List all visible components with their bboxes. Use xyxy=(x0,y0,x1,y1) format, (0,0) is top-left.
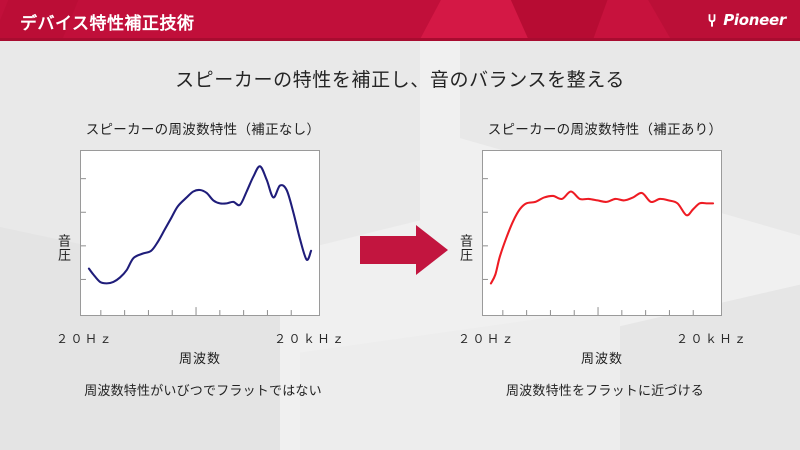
pioneer-logo: Pioneer xyxy=(707,11,786,29)
page-title: デバイス特性補正技術 xyxy=(20,14,195,33)
panel-note-right: 周波数特性をフラットに近づける xyxy=(505,383,704,398)
pioneer-wordmark: Pioneer xyxy=(723,11,786,29)
x-tick-min-left: ２０Ｈｚ xyxy=(56,332,115,346)
y-axis-ticks-right xyxy=(483,178,488,280)
panel-uncorrected: スピーカーの周波数特性（補正なし） 音圧 xyxy=(38,118,368,398)
x-axis-ticks-right xyxy=(502,307,694,315)
slide-subtitle: スピーカーの特性を補正し、音のバランスを整える xyxy=(175,70,625,91)
x-axis-label-right: 周波数 xyxy=(580,351,623,366)
pioneer-tuning-fork-icon xyxy=(708,13,716,27)
panel-note-left: 周波数特性がいびつでフラットではない xyxy=(84,383,322,398)
chart-uncorrected: 音圧 xyxy=(38,150,368,385)
chart-corrected: 音圧 xyxy=(440,150,770,385)
plot-area-right xyxy=(482,150,722,316)
x-axis-ticks-left xyxy=(100,307,292,315)
plot-area-left xyxy=(80,150,320,316)
right-arrow-icon xyxy=(360,225,448,275)
frequency-response-curve-corrected xyxy=(483,178,715,315)
panel-caption-left: スピーカーの周波数特性（補正なし） xyxy=(85,122,321,137)
y-axis-label-right: 音圧 xyxy=(458,234,473,262)
frequency-response-curve-uncorrected xyxy=(81,165,313,315)
x-tick-max-right: ２０ｋＨｚ xyxy=(676,332,749,346)
x-tick-min-right: ２０Ｈｚ xyxy=(458,332,517,346)
x-axis-label-left: 周波数 xyxy=(178,351,221,366)
x-tick-max-left: ２０ｋＨｚ xyxy=(274,332,347,346)
y-axis-label-left: 音圧 xyxy=(56,234,71,262)
header-bar: デバイス特性補正技術 Pioneer xyxy=(0,0,800,41)
panel-corrected: スピーカーの周波数特性（補正あり） 音圧 xyxy=(440,118,770,398)
header-underline xyxy=(0,38,800,41)
panel-caption-right: スピーカーの周波数特性（補正あり） xyxy=(487,122,723,137)
y-axis-ticks-left xyxy=(81,178,86,280)
